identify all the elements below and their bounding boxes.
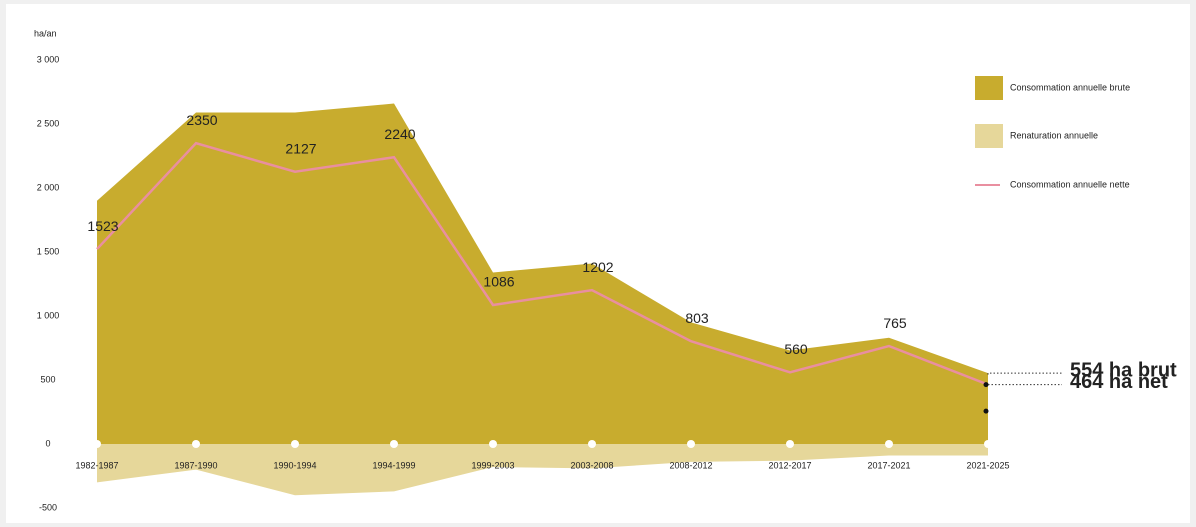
y-unit: ha/an <box>34 28 57 38</box>
end-point <box>983 382 989 388</box>
data-label: 2240 <box>384 126 415 142</box>
line <box>96 141 989 386</box>
axis-dot <box>786 440 794 448</box>
annotation: 554 ha brut <box>1070 359 1177 381</box>
axis-dot <box>390 440 398 448</box>
data-label: 560 <box>784 341 808 357</box>
y-tick-label: 3 000 <box>37 54 60 64</box>
x-tick-label: 1999-2003 <box>471 460 514 470</box>
y-tick-label: 0 <box>45 438 50 448</box>
axis-dot <box>291 440 299 448</box>
axis-dot <box>984 440 992 448</box>
data-label: 1523 <box>87 218 118 234</box>
data-label: 2350 <box>186 112 217 128</box>
legend-label: Consommation annuelle nette <box>1010 179 1130 189</box>
x-tick-label: 2017-2021 <box>867 460 910 470</box>
end-point <box>983 408 989 414</box>
legend-swatch <box>975 124 1003 148</box>
x-tick-label: 1982-1987 <box>75 460 118 470</box>
data-label: 803 <box>685 310 709 326</box>
x-tick-label: 2003-2008 <box>570 460 613 470</box>
y-tick-label: 2 500 <box>37 118 60 128</box>
y-tick-label: 500 <box>40 374 55 384</box>
axis-dot <box>192 440 200 448</box>
annotation-leader <box>987 372 1062 375</box>
axis-dot <box>885 440 893 448</box>
legend-swatch <box>975 76 1003 100</box>
x-tick-label: 2021-2025 <box>966 460 1009 470</box>
y-tick-label: 2 000 <box>37 182 60 192</box>
data-label: 2127 <box>285 140 316 156</box>
x-tick-label: 2012-2017 <box>768 460 811 470</box>
area <box>97 103 988 445</box>
axis-dot <box>93 440 101 448</box>
legend-label: Consommation annuelle brute <box>1010 82 1130 92</box>
y-tick-label: 1 000 <box>37 310 60 320</box>
axis-dot <box>588 440 596 448</box>
x-tick-label: 1990-1994 <box>273 460 316 470</box>
legend-label: Renaturation annuelle <box>1010 130 1098 140</box>
data-label: 765 <box>883 315 907 331</box>
x-tick-label: 1987-1990 <box>174 460 217 470</box>
x-tick-label: 1994-1999 <box>372 460 415 470</box>
axis-dot <box>687 440 695 448</box>
annotation: 464 ha net <box>1070 371 1168 393</box>
x-tick-label: 2008-2012 <box>669 460 712 470</box>
y-tick-label: 1 500 <box>37 246 60 256</box>
data-label: 1202 <box>582 259 613 275</box>
area <box>97 444 988 496</box>
y-tick-label: -500 <box>39 502 57 512</box>
axis-dot <box>489 440 497 448</box>
data-label: 1086 <box>483 274 514 290</box>
